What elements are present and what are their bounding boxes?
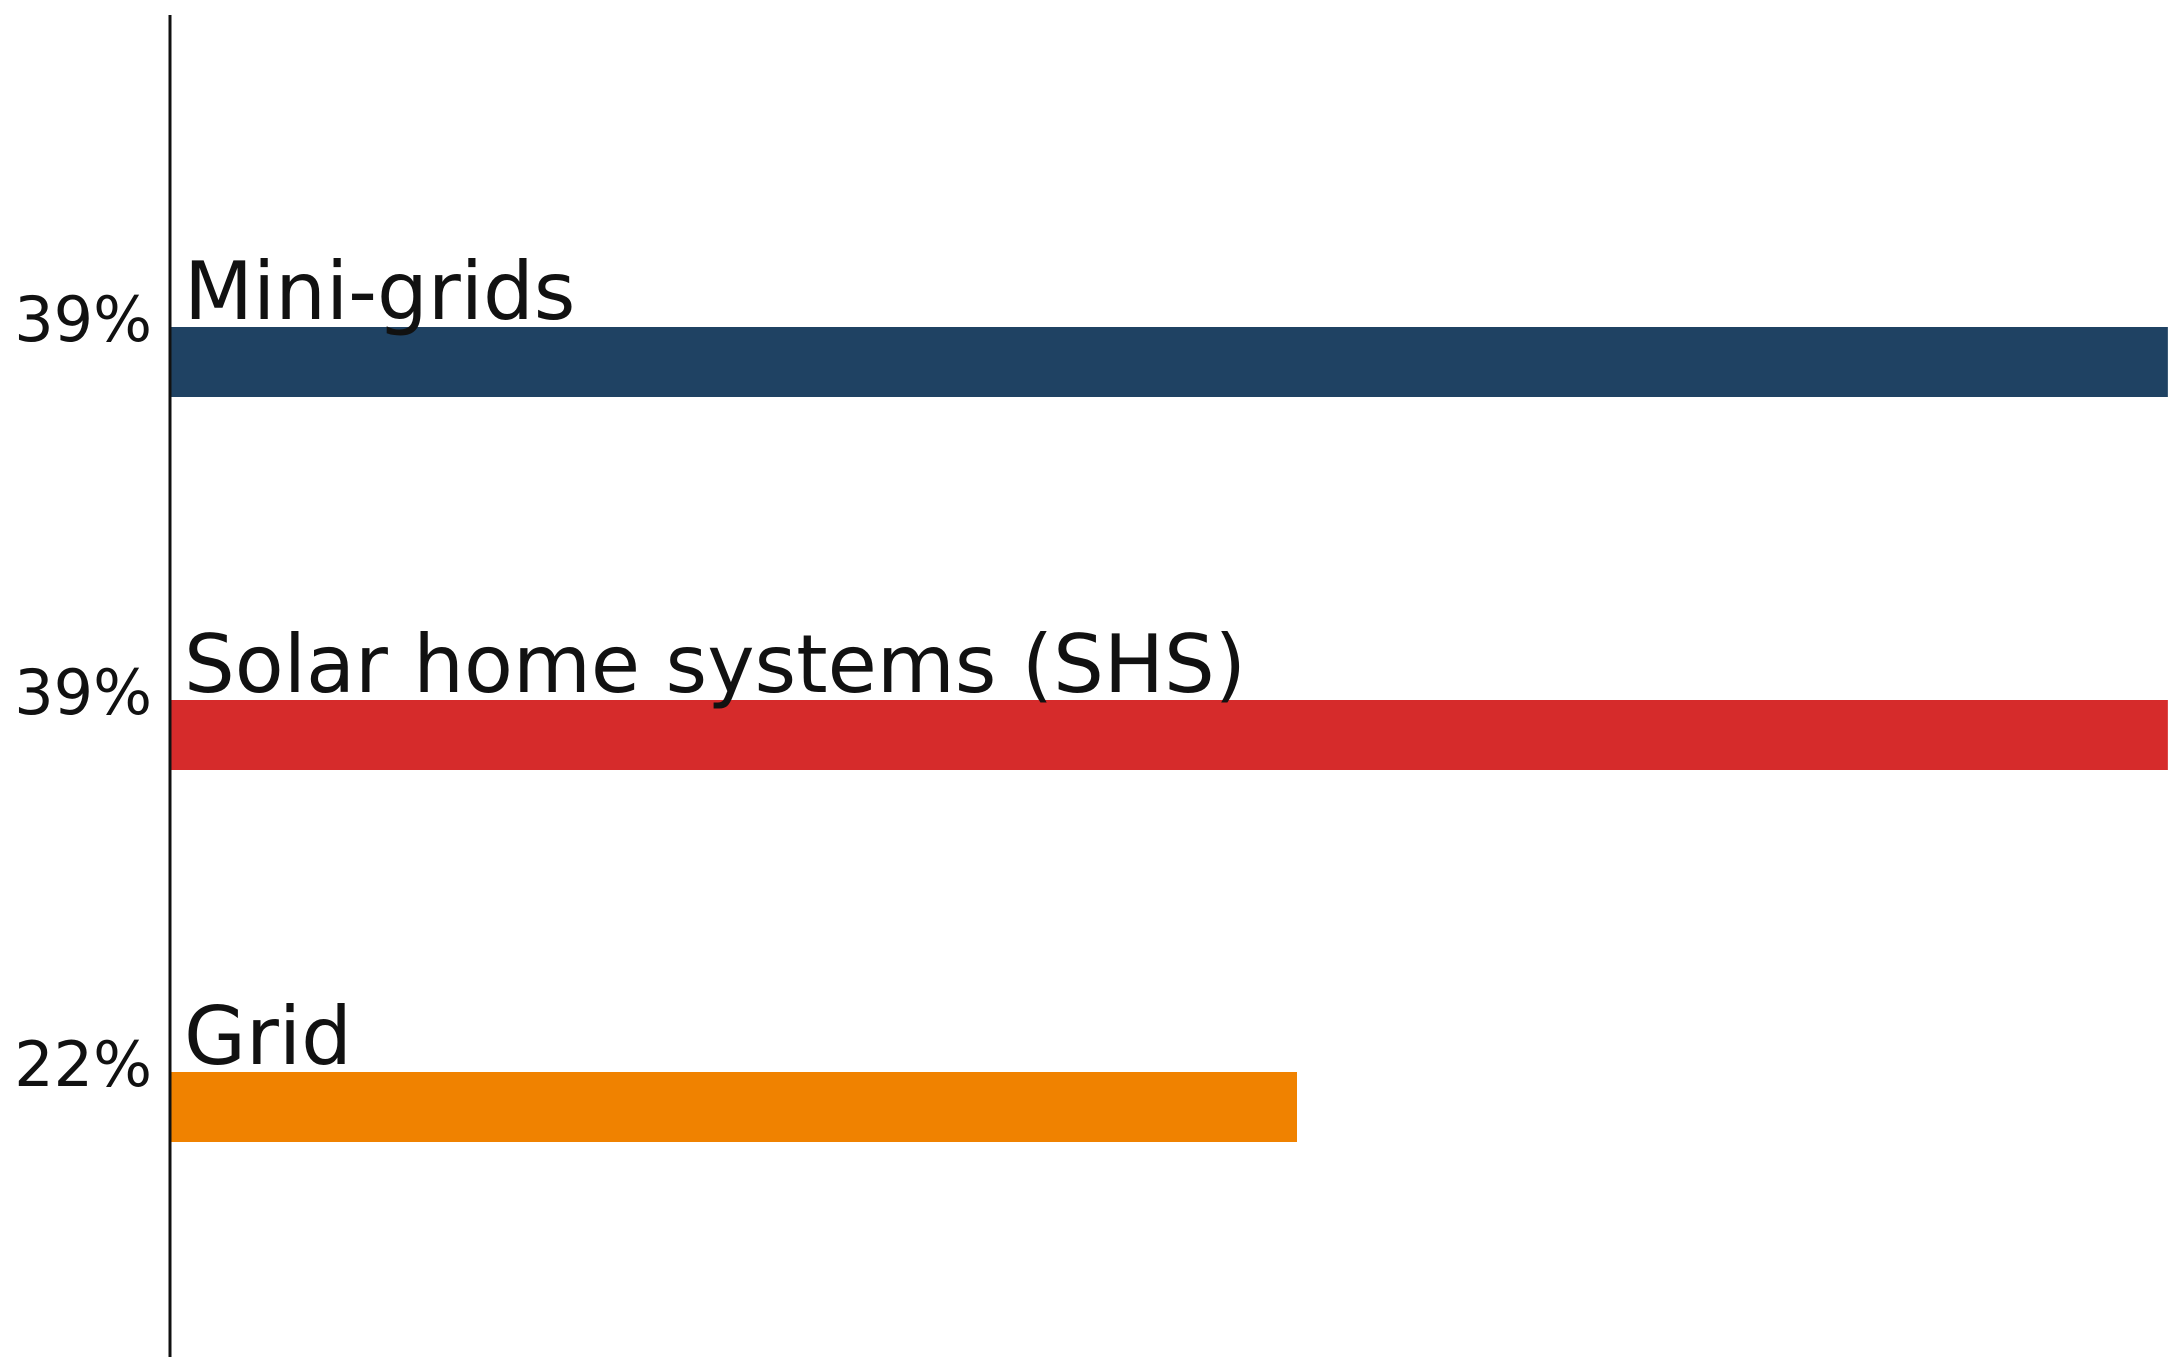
value-label-mini-grids: 39%: [14, 283, 152, 356]
category-label-mini-grids: Mini-grids: [184, 245, 575, 338]
labels-layer: Mini-grids 39% Solar home systems (SHS) 39%…: [14, 245, 1246, 1101]
category-label-grid: Grid: [184, 990, 352, 1083]
category-label-solar-home-systems-shs: Solar home systems (SHS): [184, 618, 1246, 711]
bar-mini-grids: [170, 327, 2168, 397]
bars-layer: [170, 327, 2168, 1142]
bar-solar-home-systems-shs: [170, 700, 2168, 770]
value-label-grid: 22%: [14, 1028, 152, 1101]
value-label-solar-home-systems-shs: 39%: [14, 656, 152, 729]
bar-grid: [170, 1072, 1297, 1142]
